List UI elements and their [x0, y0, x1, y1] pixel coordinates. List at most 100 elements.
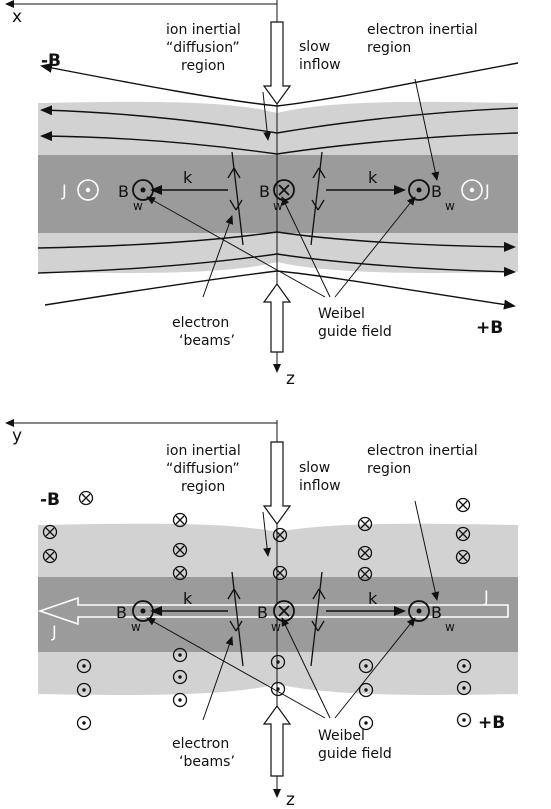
out-of-page-symbol: [76, 658, 92, 674]
out-of-page-symbol: [456, 680, 472, 696]
field-line: [40, 62, 519, 107]
ion-region-line3: region: [181, 58, 225, 74]
ion-region-line2: “diffusion”: [166, 461, 240, 477]
inflow-arrow-bottom: [262, 704, 292, 777]
field-symbols: [42, 490, 472, 731]
light-band-upper: [38, 523, 518, 577]
axis-label-z: z: [286, 790, 295, 809]
into-page-symbol: [172, 512, 188, 528]
bw-sub-center: w: [271, 620, 281, 634]
axis-label-z: z: [286, 369, 295, 389]
inflow-arrow-top: [262, 21, 292, 106]
bw-label-right: B: [431, 603, 442, 622]
bottom-panel: y z ion inertial “diffusion” region slow…: [5, 419, 518, 809]
j-out-symbol-right: [461, 179, 483, 201]
bw-label-left: B: [116, 603, 127, 622]
k-label-right: k: [368, 589, 378, 608]
light-band-lower: [38, 233, 518, 273]
plus-b-label: +B: [476, 318, 503, 338]
weibel-line1: Weibel: [318, 728, 365, 744]
light-band-upper: [38, 101, 518, 155]
out-of-page-symbol: [456, 658, 472, 674]
bw-sub-right: w: [445, 620, 455, 634]
into-page-symbol: [172, 542, 188, 558]
into-page-symbol: [78, 490, 94, 506]
axis-label-x: x: [12, 7, 22, 27]
out-of-page-symbol: [76, 682, 92, 698]
field-line: [37, 231, 516, 252]
field-line: [40, 131, 519, 155]
out-of-page-symbol: [172, 692, 188, 708]
out-of-page-symbol: [358, 715, 374, 731]
dark-band: [38, 155, 518, 233]
field-line: [37, 253, 516, 277]
into-page-symbol: [357, 516, 373, 532]
out-of-page-symbol: [172, 647, 188, 663]
out-of-page-symbol: [358, 682, 374, 698]
electron-region-line2: region: [367, 40, 411, 56]
j-label-right: J: [484, 181, 490, 200]
bw-label-center: B: [259, 182, 270, 201]
into-page-symbol: [272, 527, 288, 543]
out-of-page-symbol: [76, 715, 92, 731]
plus-b-label: +B: [478, 713, 505, 733]
electron-region-line2: region: [367, 461, 411, 477]
out-of-page-symbol: [358, 658, 374, 674]
minus-b-label: -B: [41, 51, 61, 71]
electron-region-line1: electron inertial: [367, 443, 478, 459]
j-label-left: J: [51, 622, 57, 641]
k-label-left: k: [183, 589, 193, 608]
into-page-symbol: [172, 565, 188, 581]
minus-b-label: -B: [40, 490, 60, 510]
light-band-lower: [38, 652, 518, 695]
into-page-symbol: [357, 566, 373, 582]
j-out-symbol-left: [77, 179, 99, 201]
out-of-page-symbol: [456, 712, 472, 728]
into-page-symbol: [357, 545, 373, 561]
field-line: [40, 105, 519, 134]
bw-sub-center: w: [273, 199, 283, 213]
into-page-symbol: [455, 526, 471, 542]
bw-label-center: B: [257, 603, 268, 622]
field-line: [44, 270, 516, 310]
ion-region-line1: ion inertial: [166, 443, 241, 459]
into-page-symbol: [272, 565, 288, 581]
into-page-symbol: [455, 549, 471, 565]
axis-label-y: y: [12, 426, 22, 446]
weibel-line2: guide field: [318, 746, 392, 762]
weibel-line1: Weibel: [318, 306, 365, 322]
into-page-symbol: [455, 497, 471, 513]
out-of-page-symbol: [270, 654, 286, 670]
k-label-right: k: [368, 168, 378, 187]
bw-label-right: B: [431, 182, 442, 201]
top-panel: x z ion inertial “diffusion” region slow…: [5, 0, 519, 389]
inflow-arrow-bottom: [262, 282, 292, 353]
k-label-left: k: [183, 168, 193, 187]
bw-dot-symbol-left: [132, 179, 154, 201]
inflow-line2: inflow: [299, 57, 341, 73]
into-page-symbol: [42, 524, 58, 540]
ion-region-line2: “diffusion”: [166, 40, 240, 56]
j-label-right: J: [483, 587, 489, 606]
electron-region-line1: electron inertial: [367, 22, 478, 38]
bw-sub-right: w: [445, 199, 455, 213]
inflow-line1: slow: [299, 460, 330, 476]
inflow-line1: slow: [299, 39, 330, 55]
inflow-line2: inflow: [299, 478, 341, 494]
bw-dot-symbol-right: [408, 179, 430, 201]
bw-label-left: B: [118, 182, 129, 201]
bw-cross-symbol: [273, 179, 295, 201]
into-page-symbol: [42, 548, 58, 564]
beams-line2: ‘beams’: [179, 754, 235, 770]
out-of-page-symbol: [270, 681, 286, 697]
bw-sub-left: w: [133, 199, 143, 213]
beams-line2: ‘beams’: [179, 333, 235, 349]
out-of-page-symbol: [172, 669, 188, 685]
weibel-line2: guide field: [318, 324, 392, 340]
inflow-arrow-top: [262, 441, 292, 526]
j-label-left: J: [61, 181, 67, 200]
beams-line1: electron: [172, 736, 229, 752]
ion-region-line3: region: [181, 479, 225, 495]
ion-region-line1: ion inertial: [166, 22, 241, 38]
